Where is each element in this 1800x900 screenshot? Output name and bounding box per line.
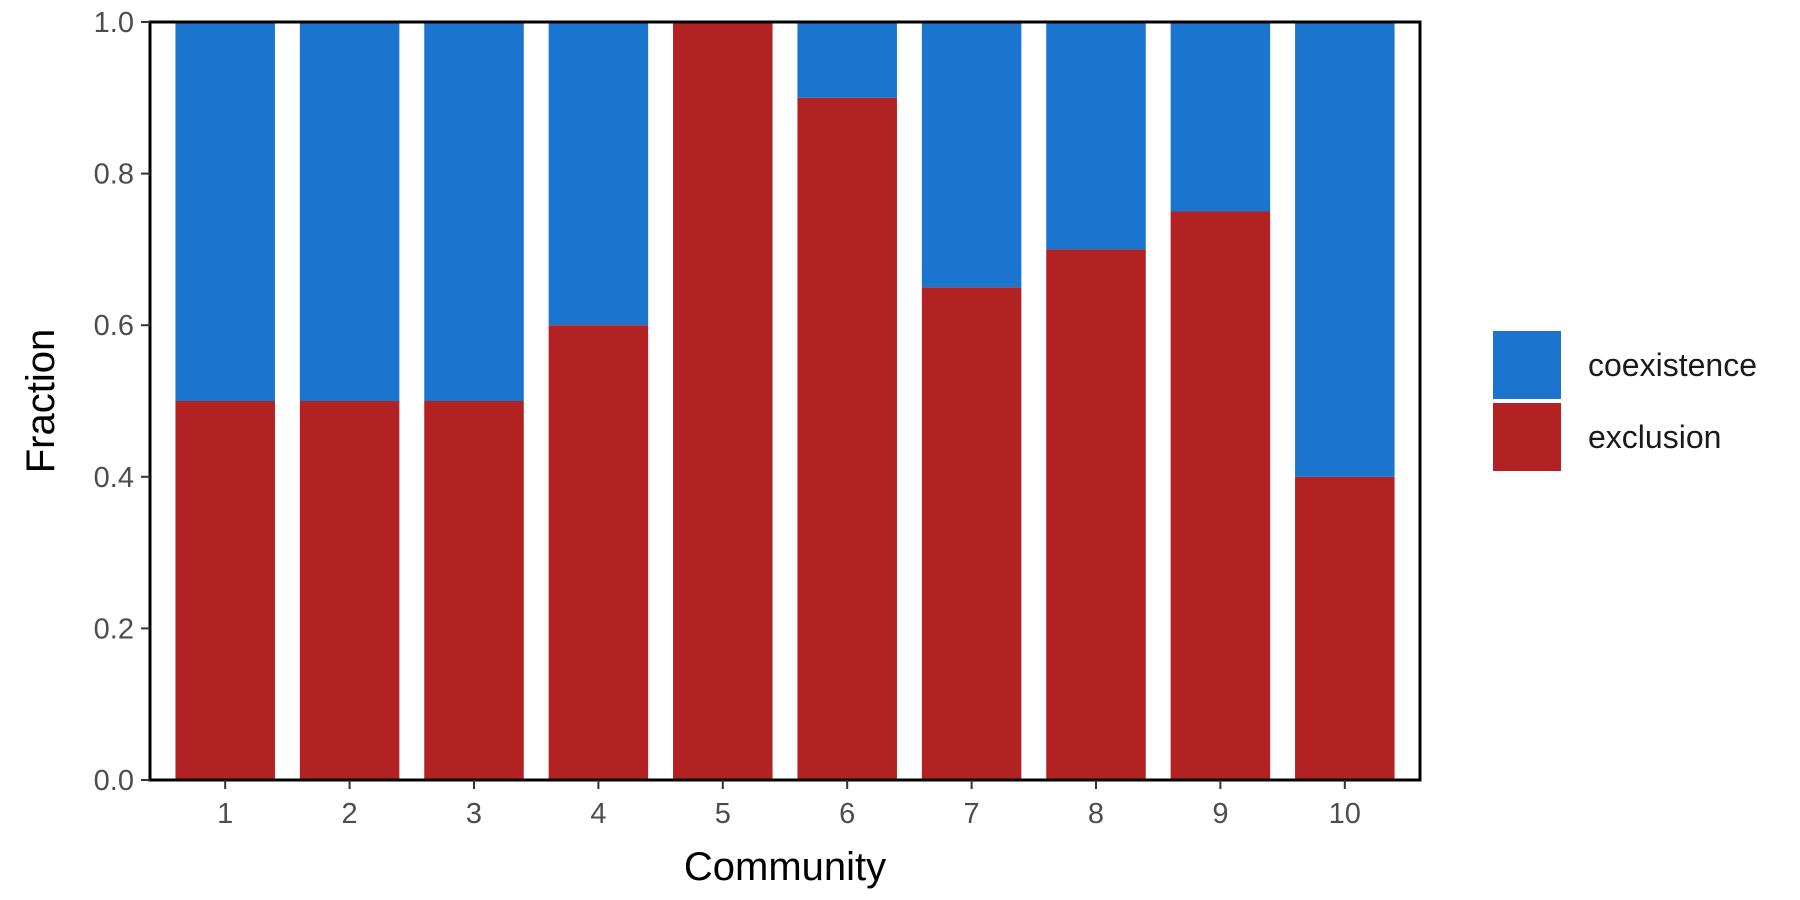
x-tick-label: 10 — [1329, 798, 1361, 830]
x-tick-label: 5 — [715, 798, 731, 830]
bar-exclusion-2 — [299, 401, 400, 780]
plot-frame — [148, 20, 1422, 782]
bar-exclusion-7 — [921, 287, 1022, 780]
bar-coexistence-4 — [548, 22, 649, 326]
bar-coexistence-1 — [175, 22, 275, 401]
x-axis: 1 2 3 4 5 6 7 8 9 10 — [217, 780, 1361, 830]
legend-label-exclusion: exclusion — [1588, 419, 1721, 455]
x-tick-label: 1 — [217, 798, 233, 830]
bar-coexistence-2 — [299, 22, 400, 401]
bar-exclusion-1 — [175, 401, 275, 780]
bar-exclusion-3 — [424, 401, 524, 780]
x-tick-label: 8 — [1088, 798, 1104, 830]
x-tick-label: 6 — [839, 798, 855, 830]
bar-exclusion-4 — [548, 325, 649, 780]
y-tick-label: 0.2 — [94, 613, 134, 645]
bar-coexistence-6 — [797, 22, 897, 98]
bar-coexistence-7 — [921, 22, 1022, 288]
y-tick-label: 0.4 — [94, 462, 134, 494]
y-tick-label: 1.0 — [94, 7, 134, 39]
x-tick-label: 4 — [590, 798, 606, 830]
bar-exclusion-10 — [1295, 476, 1395, 780]
bar-exclusion-5 — [673, 22, 773, 780]
bar-exclusion-6 — [797, 97, 897, 781]
x-tick-label: 9 — [1212, 798, 1228, 830]
y-axis-title: Fraction — [19, 329, 63, 474]
bar-exclusion-8 — [1046, 249, 1146, 780]
y-tick-label: 0.6 — [94, 310, 134, 342]
bar-exclusion-9 — [1170, 211, 1271, 780]
legend-key-coexistence — [1493, 331, 1561, 399]
bars-group — [175, 22, 1395, 781]
y-tick-label: 0.8 — [94, 159, 134, 191]
bar-coexistence-3 — [424, 22, 524, 401]
x-tick-label: 2 — [342, 798, 358, 830]
bar-coexistence-10 — [1295, 22, 1395, 477]
x-axis-title: Community — [684, 845, 886, 889]
legend-label-coexistence: coexistence — [1588, 347, 1757, 383]
bar-coexistence-8 — [1046, 22, 1146, 250]
x-tick-label: 3 — [466, 798, 482, 830]
y-axis: 0.0 0.2 0.4 0.6 0.8 1.0 — [94, 7, 150, 797]
x-tick-label: 7 — [964, 798, 980, 830]
legend: coexistence exclusion — [1493, 331, 1757, 471]
legend-key-exclusion — [1493, 403, 1561, 471]
y-tick-label: 0.0 — [94, 765, 134, 797]
bar-coexistence-9 — [1170, 22, 1271, 212]
